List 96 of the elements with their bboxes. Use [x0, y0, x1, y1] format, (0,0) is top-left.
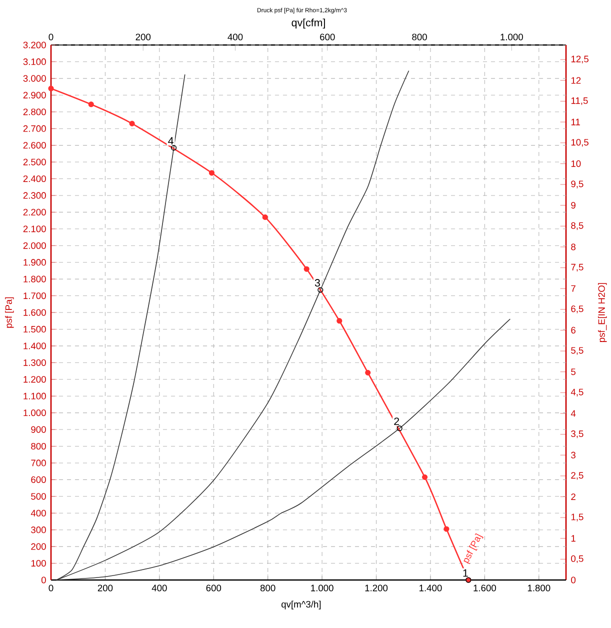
- x2-tick-label: 0: [48, 34, 54, 40]
- y2-tick-label: 8,5: [571, 222, 584, 230]
- point: [444, 526, 450, 532]
- x2-tick-label: 600: [320, 34, 335, 40]
- y2-tick-label: 12,5: [571, 56, 588, 64]
- y-tick-label: 3.100: [23, 58, 46, 66]
- y2-tick-label: 5: [571, 368, 576, 376]
- y-tick-label: 2.300: [23, 192, 46, 199]
- x2-tick-label: 400: [228, 34, 243, 40]
- y2-tick-label: 7,5: [571, 264, 584, 272]
- point: [318, 287, 324, 293]
- y-tick-label: 2.400: [23, 175, 46, 182]
- point: [170, 145, 177, 151]
- annotation: 2: [394, 418, 399, 426]
- y-tick-label: 1.600: [24, 309, 46, 316]
- y-tick-label: 800: [31, 442, 46, 450]
- y-tick-label: 3.000: [23, 75, 46, 82]
- y-tick-label: 700: [31, 460, 46, 466]
- x-tick-label: 200: [98, 584, 113, 592]
- y2-tick-label: 7: [571, 285, 576, 292]
- y-tick-label: 1.300: [24, 359, 46, 366]
- point: [422, 474, 428, 480]
- y2-tick-label: 6: [571, 326, 576, 334]
- y2-tick-label: 10,5: [571, 138, 588, 147]
- x-tick-label: 1.400: [419, 584, 442, 592]
- y-tick-label: 200: [31, 543, 46, 550]
- y2-tick-label: 0,5: [570, 555, 584, 564]
- y-tick-label: 2.600: [23, 142, 46, 149]
- annotation: 3: [314, 279, 320, 287]
- y-tick-label: 2.700: [23, 125, 46, 132]
- y-tick-label: 2.900: [23, 92, 46, 98]
- point: [396, 426, 402, 432]
- y2-tick-label: 6,5: [571, 306, 584, 314]
- y-tick-label: 1.700: [24, 292, 46, 300]
- y-tick-label: 2.200: [23, 208, 46, 216]
- y2-tick-label: 0: [570, 576, 576, 584]
- y2-tick-label: 9,5: [571, 180, 584, 188]
- y2-tick-label: 8: [571, 244, 576, 250]
- point: [304, 266, 310, 272]
- annotation: 4: [168, 137, 174, 144]
- y-tick-label: 600: [31, 476, 46, 483]
- y-tick-label: 1.000: [24, 410, 46, 416]
- y2-tick-label: 1: [571, 535, 576, 542]
- y2-tick-label: 2,5: [571, 472, 584, 480]
- y2-tick-label: 2: [571, 493, 576, 500]
- y2-tick-label: 12: [571, 77, 581, 84]
- point: [364, 370, 371, 376]
- y-tick-label: 900: [31, 426, 46, 433]
- y2-tick-label: 9: [571, 202, 576, 209]
- y-tick-label: 2.000: [23, 242, 46, 249]
- point: [48, 86, 54, 92]
- y-tick-label: 1.200: [24, 376, 46, 383]
- y2-tick-label: 10: [571, 160, 581, 167]
- y2-tick-label: 3,5: [570, 430, 584, 438]
- y2-tick-label: 4: [570, 410, 576, 417]
- y2-tick-label: 5,5: [571, 347, 584, 355]
- y-tick-label: 2.500: [23, 158, 46, 166]
- x2-tick-label: 1.000: [500, 34, 523, 40]
- x-tick-label: 600: [206, 584, 221, 592]
- y-tick-label: 0: [41, 576, 46, 584]
- y-tick-label: 500: [31, 493, 46, 500]
- x-tick-label: 1.600: [474, 584, 496, 592]
- y-tick-label: 1.500: [24, 326, 46, 333]
- y-tick-label: 300: [30, 526, 46, 534]
- point: [208, 170, 214, 176]
- y2-tick-label: 1,5: [571, 514, 584, 522]
- x-tick-label: 400: [152, 584, 167, 592]
- y2-tick-label: 11: [571, 118, 580, 126]
- y-tick-label: 400: [30, 510, 46, 516]
- y-tick-label: 1.800: [24, 276, 46, 282]
- y-tick-label: 1.400: [24, 342, 46, 350]
- x-tick-label: 0: [48, 584, 54, 592]
- y-tick-label: 3.200: [23, 42, 46, 48]
- point: [129, 120, 135, 126]
- point: [336, 318, 342, 324]
- y-axis-title: psf [Pa]: [5, 297, 14, 328]
- point: [88, 102, 94, 108]
- x-tick-label: 1.800: [528, 584, 550, 592]
- y2-tick-label: 3: [570, 452, 576, 458]
- x-tick-label: 1.200: [365, 584, 388, 592]
- y2-axis-title: psf_E[IN H2O]: [598, 283, 607, 342]
- point: [262, 214, 268, 220]
- y-tick-label: 2.800: [23, 108, 46, 116]
- y-tick-label: 2.100: [23, 226, 46, 232]
- x2-axis-title: qv[cfm]: [292, 18, 325, 29]
- y-tick-label: 100: [31, 560, 46, 567]
- annotation: 1: [463, 569, 468, 577]
- x-axis-title: qv[m^3/h]: [281, 600, 321, 610]
- x-tick-label: 1.000: [311, 584, 334, 592]
- x2-tick-label: 200: [136, 34, 150, 40]
- y2-tick-label: 11,5: [571, 97, 588, 106]
- y-tick-label: 1.900: [24, 259, 46, 266]
- y2-tick-label: 4,5: [570, 388, 584, 396]
- y-tick-label: 1.100: [24, 392, 46, 400]
- x-tick-label: 800: [260, 584, 276, 592]
- x2-tick-label: 800: [412, 34, 427, 40]
